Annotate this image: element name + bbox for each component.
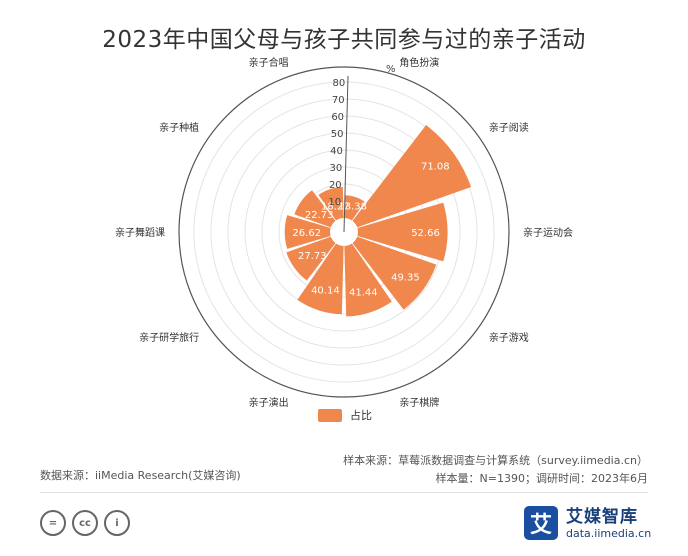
bar-0: [344, 195, 365, 221]
bar-2: [357, 202, 448, 262]
radial-tick-1: 20: [329, 180, 342, 191]
data-source: 数据来源：iiMedia Research(艾媒咨询): [40, 469, 241, 482]
grid-ring-6: [210, 98, 478, 366]
sample-size: 样本量：N=1390；调研时间：2023年6月: [435, 472, 648, 485]
chart-title: 2023年中国父母与孩子共同参与过的亲子活动: [102, 27, 586, 53]
person-icon: i: [104, 510, 130, 536]
value-label-4: 41.44: [349, 287, 378, 298]
category-label-5: 亲子演出: [249, 396, 289, 409]
sample-source: 样本来源：草莓派数据调查与计算系统（survey.iimedia.cn）: [343, 454, 648, 467]
category-label-4: 亲子棋牌: [399, 396, 439, 409]
radial-tick-0: 10: [328, 197, 341, 208]
category-label-3: 亲子游戏: [489, 331, 529, 344]
value-label-7: 26.62: [292, 228, 321, 239]
bar-1: [352, 125, 472, 228]
bar-8: [294, 190, 336, 228]
outer-ring: [178, 66, 510, 398]
radial-tick-6: 70: [332, 95, 345, 106]
grid-ring-7: [193, 81, 495, 383]
value-label-9: 18.27: [321, 201, 350, 212]
brand-name: 艾媒智库: [566, 506, 638, 527]
value-label-6: 27.73: [298, 251, 327, 262]
radial-tick-3: 40: [330, 146, 343, 157]
bar-3: [352, 236, 437, 310]
unit-label: %: [386, 64, 396, 75]
license-icons: = cc i: [40, 510, 130, 536]
value-label-8: 22.73: [305, 210, 334, 221]
value-label-0: 13.38: [338, 201, 367, 212]
divider: [40, 492, 648, 493]
category-label-0: 角色扮演: [399, 56, 439, 69]
category-label-7: 亲子舞蹈课: [115, 226, 165, 239]
cc-icon: cc: [72, 510, 98, 536]
value-label-5: 40.14: [311, 285, 340, 296]
grid-ring-5: [227, 115, 461, 349]
radial-axis-line: [343, 75, 349, 233]
radial-tick-7: 80: [333, 78, 346, 89]
legend-label: 占比: [350, 409, 372, 422]
radial-tick-5: 60: [331, 112, 344, 123]
value-label-2: 52.66: [411, 228, 440, 239]
legend[interactable]: 占比: [318, 407, 372, 423]
brand-url: data.iimedia.cn: [566, 526, 652, 540]
bar-7: [284, 215, 331, 249]
equals-icon: =: [40, 510, 66, 536]
value-label-3: 49.35: [391, 273, 420, 284]
radial-tick-4: 50: [331, 129, 344, 140]
category-label-1: 亲子阅读: [489, 121, 529, 134]
brand: 艾 艾媒智库 data.iimedia.cn: [524, 506, 651, 540]
legend-swatch: [318, 408, 342, 422]
category-label-8: 亲子种植: [159, 121, 199, 134]
brand-logo-icon: 艾: [524, 506, 558, 540]
radial-tick-2: 30: [330, 163, 343, 174]
category-label-2: 亲子运动会: [523, 226, 573, 239]
bar-9: [318, 186, 344, 221]
bar-4: [344, 243, 392, 317]
category-label-6: 亲子研学旅行: [139, 331, 199, 344]
bar-6: [286, 236, 336, 281]
category-label-9: 亲子合唱: [249, 56, 289, 69]
value-label-1: 71.08: [421, 162, 450, 173]
bar-5: [297, 243, 344, 315]
